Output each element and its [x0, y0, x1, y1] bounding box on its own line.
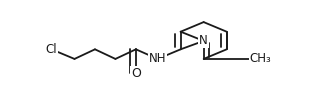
Text: O: O — [131, 67, 141, 80]
Text: Cl: Cl — [46, 43, 57, 56]
Text: N: N — [199, 34, 208, 47]
Text: NH: NH — [149, 52, 166, 65]
Text: CH₃: CH₃ — [250, 52, 272, 65]
